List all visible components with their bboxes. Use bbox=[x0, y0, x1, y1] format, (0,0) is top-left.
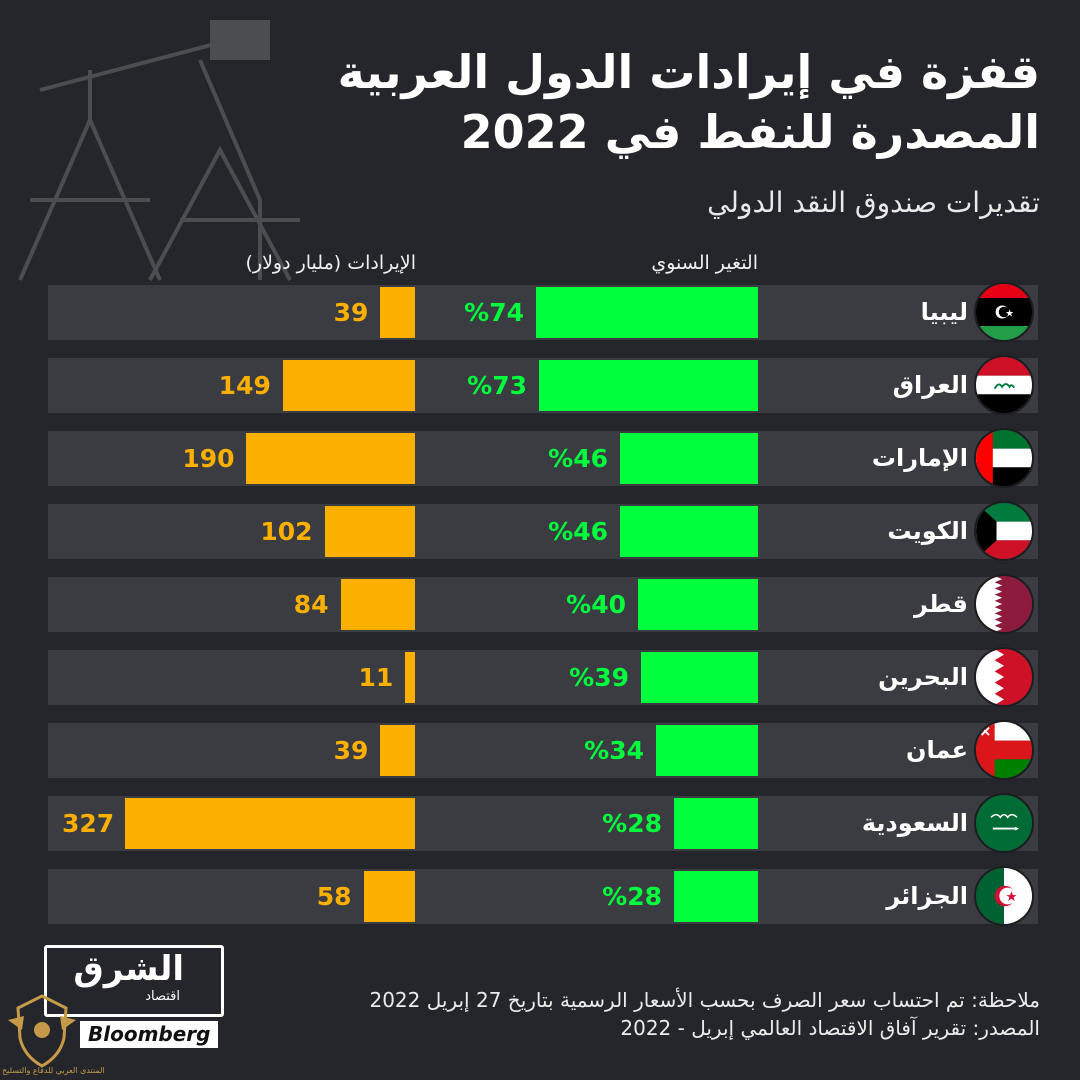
footnote: ملاحظة: تم احتساب سعر الصرف بحسب الأسعار… bbox=[369, 986, 1040, 1042]
kuwait-flag-icon bbox=[974, 501, 1034, 561]
revenue-bar bbox=[405, 652, 415, 703]
change-bar bbox=[638, 579, 758, 630]
row-background bbox=[48, 650, 1038, 705]
asharq-bloomberg-logo: الشرق اقتصاد مع Bloomberg bbox=[44, 945, 224, 1050]
uae-flag-icon bbox=[974, 428, 1034, 488]
title-line-2: المصدرة للنفط في 2022 bbox=[460, 105, 1040, 159]
revenue-bar bbox=[340, 579, 415, 630]
algeria-flag-icon bbox=[974, 866, 1034, 926]
watermark-text: المنتدى العربي للدفاع والتسليح bbox=[2, 1066, 105, 1075]
revenue-bar bbox=[282, 360, 415, 411]
change-bar bbox=[656, 725, 758, 776]
row-background bbox=[48, 723, 1038, 778]
change-value-label: %73 bbox=[467, 371, 527, 400]
revenue-bar bbox=[246, 433, 415, 484]
change-bar bbox=[620, 433, 758, 484]
source-line: المصدر: تقرير آفاق الاقتصاد العالمي إبري… bbox=[620, 1016, 1040, 1040]
logo-main-text: الشرق bbox=[73, 949, 184, 989]
country-label: البحرين bbox=[878, 663, 968, 691]
change-bar bbox=[539, 360, 758, 411]
column-header-revenue: الإيرادات (مليار دولار) bbox=[245, 252, 416, 274]
revenue-value-label: 11 bbox=[358, 663, 394, 692]
qatar-flag-icon bbox=[974, 574, 1034, 634]
revenue-value-label: 39 bbox=[333, 298, 369, 327]
change-bar bbox=[641, 652, 758, 703]
watermark-emblem-icon bbox=[8, 994, 76, 1068]
revenue-value-label: 39 bbox=[333, 736, 369, 765]
change-value-label: %40 bbox=[566, 590, 626, 619]
change-value-label: %28 bbox=[602, 809, 662, 838]
logo-sub-text: اقتصاد bbox=[145, 989, 180, 1004]
country-label: الجزائر bbox=[886, 882, 968, 910]
revenue-value-label: 190 bbox=[182, 444, 235, 473]
revenue-value-label: 102 bbox=[260, 517, 313, 546]
iraq-flag-icon bbox=[974, 355, 1034, 415]
change-bar bbox=[674, 798, 758, 849]
country-label: الإمارات bbox=[871, 444, 968, 472]
row-background bbox=[48, 577, 1038, 632]
revenue-value-label: 58 bbox=[316, 882, 352, 911]
chart-subtitle: تقديرات صندوق النقد الدولي bbox=[707, 186, 1040, 219]
oil-pump-background-icon bbox=[18, 20, 300, 281]
revenue-value-label: 84 bbox=[293, 590, 329, 619]
oman-flag-icon bbox=[974, 720, 1034, 780]
country-label: ليبيا bbox=[920, 298, 968, 326]
change-value-label: %46 bbox=[548, 517, 608, 546]
title-line-1: قفزة في إيرادات الدول العربية bbox=[337, 45, 1040, 99]
change-bar bbox=[536, 287, 758, 338]
change-value-label: %39 bbox=[569, 663, 629, 692]
country-label: الكويت bbox=[887, 517, 968, 545]
change-value-label: %34 bbox=[584, 736, 644, 765]
change-value-label: %74 bbox=[464, 298, 524, 327]
country-label: قطر bbox=[913, 590, 968, 618]
revenue-value-label: 149 bbox=[218, 371, 271, 400]
note-line: ملاحظة: تم احتساب سعر الصرف بحسب الأسعار… bbox=[369, 988, 1040, 1012]
libya-flag-icon bbox=[974, 282, 1034, 342]
column-header-change: التغير السنوي bbox=[651, 252, 758, 274]
revenue-bar bbox=[380, 287, 415, 338]
change-value-label: %46 bbox=[548, 444, 608, 473]
bahrain-flag-icon bbox=[974, 647, 1034, 707]
revenue-bar bbox=[380, 725, 415, 776]
revenue-bar bbox=[125, 798, 415, 849]
row-background bbox=[48, 431, 1038, 486]
chart-title: قفزة في إيرادات الدول العربية المصدرة لل… bbox=[240, 42, 1040, 162]
country-label: العراق bbox=[892, 371, 968, 399]
revenue-value-label: 327 bbox=[62, 809, 115, 838]
row-background bbox=[48, 869, 1038, 924]
country-label: السعودية bbox=[861, 809, 968, 837]
logo-box bbox=[44, 945, 224, 1017]
saudi-flag-icon bbox=[974, 793, 1034, 853]
country-label: عمان bbox=[906, 736, 968, 764]
revenue-bar bbox=[363, 871, 415, 922]
change-bar bbox=[620, 506, 758, 557]
change-value-label: %28 bbox=[602, 882, 662, 911]
row-background bbox=[48, 504, 1038, 559]
revenue-bar bbox=[324, 506, 415, 557]
logo-partner-text: Bloomberg bbox=[80, 1021, 219, 1048]
change-bar bbox=[674, 871, 758, 922]
